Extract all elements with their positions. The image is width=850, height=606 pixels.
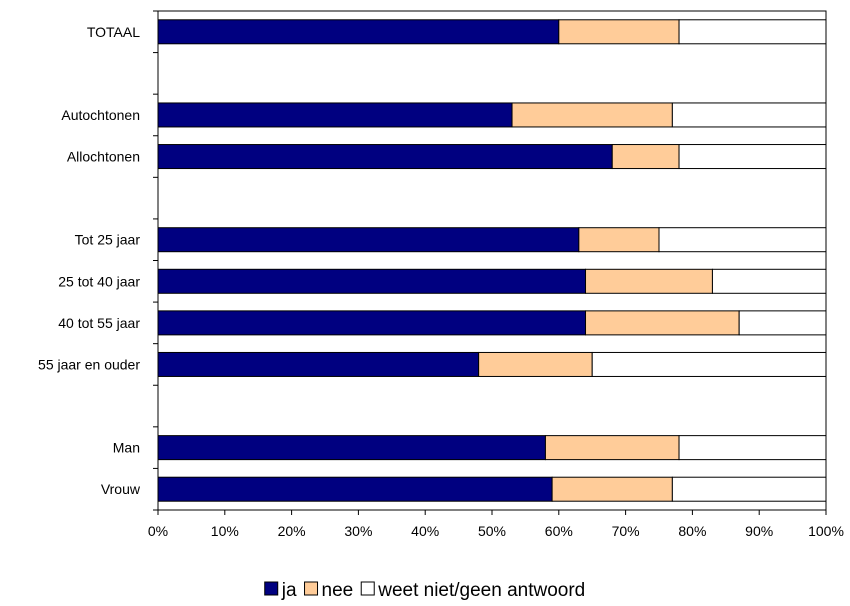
x-tick-label: 70% [612,523,640,539]
legend-label: nee [322,580,354,601]
bar-segment-ja [157,435,546,461]
bar-segment-weet-niet-geen-antwoord [591,351,827,377]
bar-segment-nee [478,351,593,377]
bar-segment-ja [157,268,587,294]
bar-segment-nee [544,435,680,461]
legend-swatch [360,581,375,596]
bar-segment-ja [157,144,613,170]
bar-segment-weet-niet-geen-antwoord [738,310,827,336]
category-label: Vrouw [101,481,141,497]
x-tick-label: 90% [745,523,773,539]
category-label: 25 tot 40 jaar [58,273,140,289]
legend: ja nee weet niet/geen antwoord [264,580,585,601]
axes-layer: TOTAAL Autochtonen Allochtonen Tot 25 jaar 2… [38,10,844,539]
x-tick-label: 40% [411,523,439,539]
legend-label: ja [281,580,297,601]
category-label: Autochtonen [61,107,140,123]
bar-segment-nee [558,19,680,45]
x-tick-label: 10% [211,523,239,539]
x-tick-label: 60% [545,523,573,539]
bar-segment-nee [551,476,673,502]
category-label: Man [113,440,140,456]
bar-segment-nee [611,144,680,170]
legend-swatch [264,581,279,596]
category-label: Tot 25 jaar [75,232,141,248]
bar-segment-ja [157,310,587,336]
legend-swatch [304,581,319,596]
bar-segment-ja [157,227,580,253]
bar-segment-ja [157,102,513,128]
bar-segment-ja [157,19,560,45]
bar-segment-nee [585,310,740,336]
x-tick-label: 80% [678,523,706,539]
bar-segment-ja [157,351,480,377]
bar-segment-nee [585,268,713,294]
bar-segment-weet-niet-geen-antwoord [671,476,827,502]
x-tick-label: 100% [808,523,844,539]
category-label: 40 tot 55 jaar [58,315,140,331]
x-tick-label: 30% [344,523,372,539]
bar-segment-weet-niet-geen-antwoord [711,268,827,294]
bar-segment-nee [511,102,673,128]
bar-segment-weet-niet-geen-antwoord [678,144,827,170]
bar-segment-weet-niet-geen-antwoord [671,102,827,128]
x-tick-label: 0% [148,523,168,539]
x-tick-label: 20% [278,523,306,539]
bars-layer [157,19,827,502]
legend-label: weet niet/geen antwoord [377,580,585,601]
category-label: TOTAAL [87,24,140,40]
category-label: Allochtonen [67,149,140,165]
bar-segment-weet-niet-geen-antwoord [658,227,827,253]
bar-segment-nee [578,227,660,253]
bar-segment-ja [157,476,553,502]
category-label: 55 jaar en ouder [38,356,140,372]
bar-segment-weet-niet-geen-antwoord [678,435,827,461]
bar-segment-weet-niet-geen-antwoord [678,19,827,45]
x-tick-label: 50% [478,523,506,539]
